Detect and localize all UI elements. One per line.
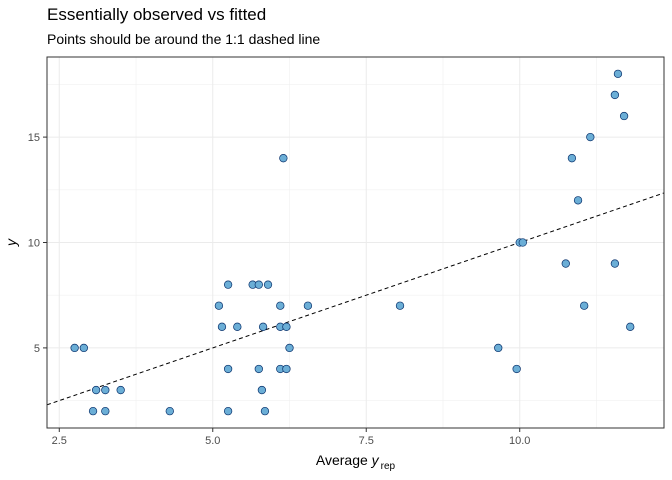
major-gridlines [47,57,664,428]
data-point [263,280,273,289]
data-point [91,385,101,395]
x-tick-label: 2.5 [52,435,67,447]
data-point [573,196,583,205]
data-point [610,259,620,268]
chart-title: Essentially observed vs fitted [47,5,267,24]
x-axis-title-sub: rep [381,461,396,472]
x-tick-label: 5.0 [205,435,220,447]
data-point [223,364,233,374]
data-point [217,322,227,331]
data-point [223,406,233,416]
data-point [282,322,291,331]
data-point [79,343,88,353]
data-point [101,406,110,416]
x-axis-title-var: y [371,452,380,468]
data-point [279,154,288,163]
data-point [285,343,294,353]
y-tick-label: 10 [28,238,40,250]
chart-subtitle: Points should be around the 1:1 dashed l… [47,31,321,47]
x-axis-title-main: Average [316,452,372,468]
data-point [561,259,570,268]
x-tick-label: 7.5 [359,435,374,447]
data-points [70,69,635,416]
x-axis-ticks: 2.5 5.0 7.5 10.0 [52,428,530,447]
data-point [610,90,620,100]
y-tick-label: 15 [28,132,40,144]
data-point [254,364,263,374]
data-point [276,301,285,310]
data-point [257,385,267,395]
x-axis-title: Average y rep [316,452,396,472]
data-point [580,301,589,310]
y-axis-ticks: 5 10 15 [28,132,47,355]
data-point [619,111,629,121]
data-point [223,280,233,289]
y-tick-label: 5 [34,343,40,355]
minor-gridlines [47,57,664,428]
data-point [494,343,503,353]
data-point [626,322,635,331]
data-point [116,385,125,395]
data-point [512,364,521,374]
data-point [518,238,527,247]
data-point [586,132,595,142]
data-point [613,69,623,79]
data-point [233,322,242,331]
data-point [88,406,98,416]
data-point [395,301,405,310]
data-point [101,385,110,395]
identity-line [46,192,665,406]
data-point [260,406,270,416]
x-tick-label: 10.0 [509,435,530,447]
data-point [282,364,291,374]
identity-line-group [46,192,665,406]
data-point [258,322,268,331]
data-point [214,301,224,310]
y-axis-title: y [3,238,19,247]
data-point [303,301,313,310]
data-point [254,280,263,289]
data-point [567,154,577,163]
data-point [165,406,174,416]
data-point [70,343,79,353]
